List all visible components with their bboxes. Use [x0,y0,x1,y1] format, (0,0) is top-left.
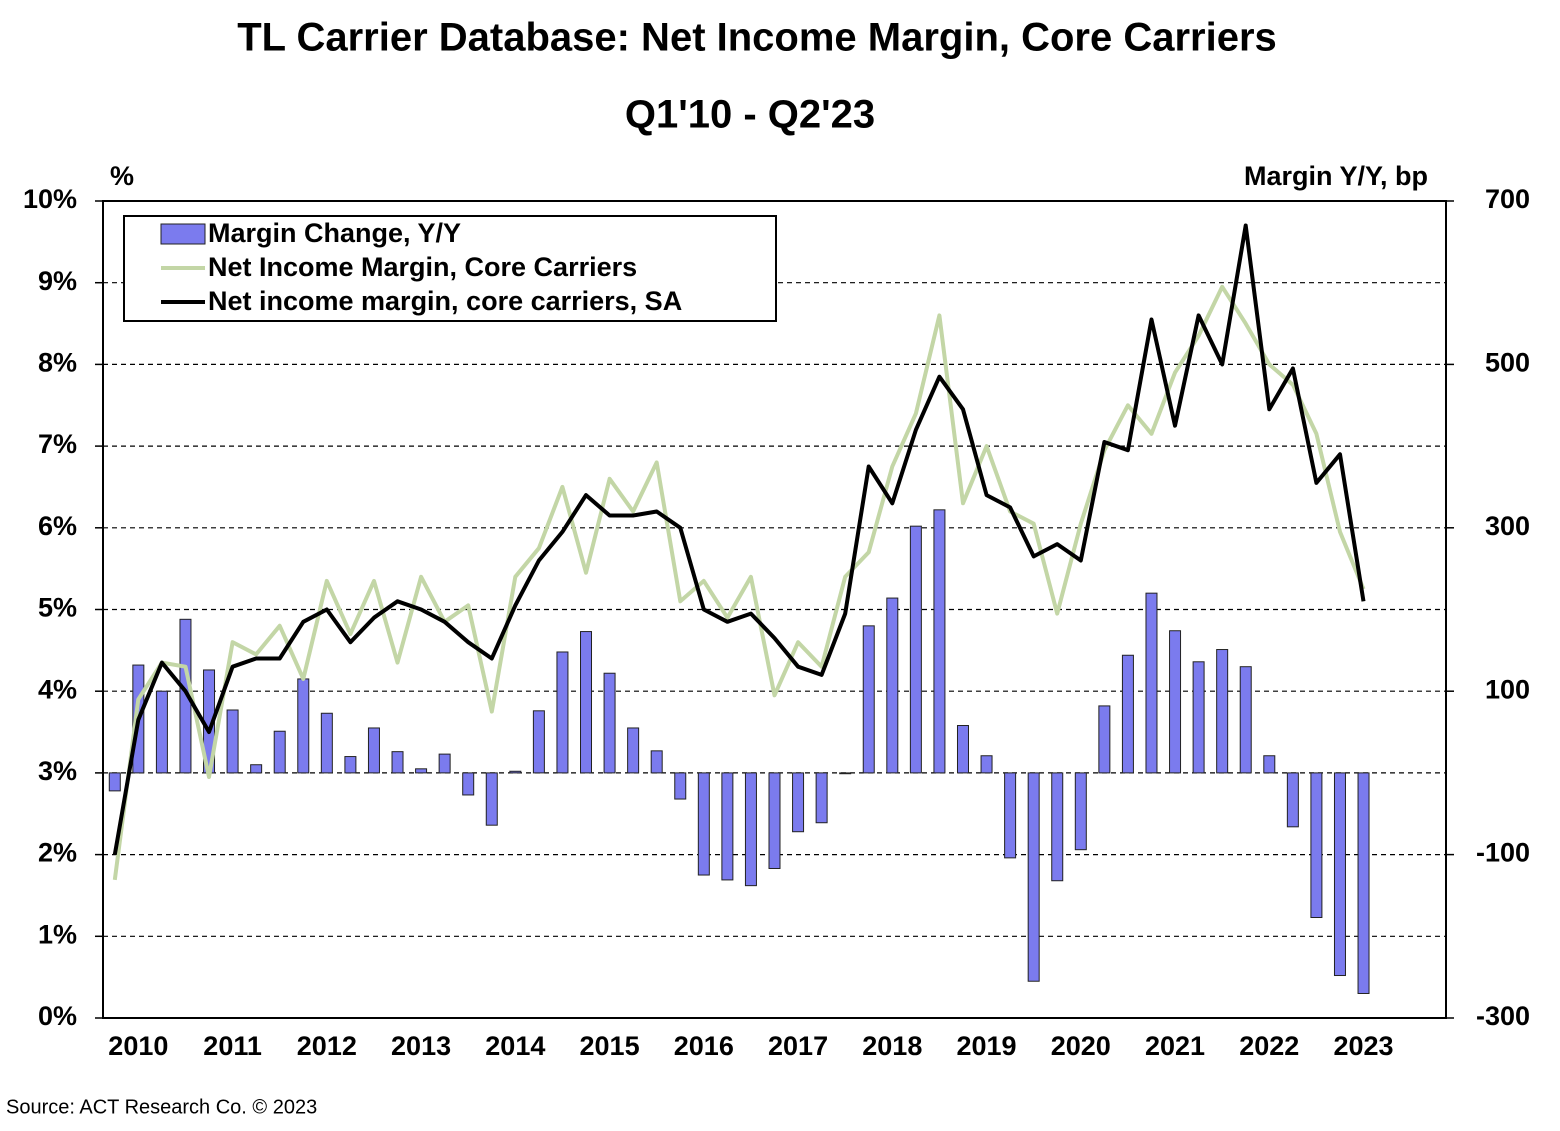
bar [980,755,993,774]
bar [1169,630,1182,774]
x-tick-label: 2016 [674,1031,734,1061]
y-tick-label: 10% [23,184,77,214]
bar [1074,772,1087,851]
y-axis-label: % [110,161,134,191]
source-note: Source: ACT Research Co. © 2023 [6,1096,317,1118]
y2-tick-label: -100 [1476,838,1530,868]
bar [1121,654,1134,774]
bar [108,772,121,792]
bar [1357,772,1370,994]
y-tick-label: 5% [38,593,77,623]
bar [344,756,357,774]
legend-box [123,215,777,322]
bar [155,690,168,774]
x-tick-label: 2017 [768,1031,828,1061]
bar [485,772,498,826]
y-tick-label: 3% [38,756,77,786]
y2-tick-label: 100 [1485,674,1530,704]
legend-label: Margin Change, Y/Y [208,218,461,248]
line [112,223,1366,855]
line [112,284,1366,881]
y2-tick-label: -300 [1476,1001,1530,1031]
bar [721,772,734,881]
bar [320,712,333,774]
y2-axis-label: Margin Y/Y, bp [1244,161,1428,191]
x-tick-label: 2022 [1239,1031,1299,1061]
bar [226,709,239,774]
bar [744,772,757,887]
bar [438,753,451,774]
bar [1216,649,1229,774]
bar [1027,772,1040,982]
y-tick-label: 2% [38,838,77,868]
x-tick-label: 2018 [862,1031,922,1061]
x-tick-label: 2023 [1333,1031,1393,1061]
plot-frame [102,200,1447,1019]
y-tick-label: 1% [38,919,77,949]
bar [933,509,946,774]
legend-label: Net Income Margin, Core Carriers [208,252,637,282]
bar [1192,661,1205,774]
y-tick-label: 9% [38,266,77,296]
bar [415,768,428,774]
bar [580,631,593,774]
bar [792,772,805,833]
bar [627,727,640,774]
bar [886,597,899,774]
y-tick-label: 4% [38,674,77,704]
x-tick-label: 2021 [1145,1031,1205,1061]
y-tick-label: 8% [38,348,77,378]
bar [768,772,781,869]
y2-tick-label: 500 [1485,348,1530,378]
bar [1263,755,1276,774]
bar [697,772,710,876]
bar [1239,666,1252,774]
legend-label: Net income margin, core carriers, SA [208,286,682,316]
bar [532,710,545,774]
bar [815,772,828,824]
bar [250,764,263,774]
bar [391,751,404,774]
bar [1051,772,1064,882]
bar [273,730,286,774]
bar [1286,772,1299,828]
bar [1145,592,1158,774]
legend-swatch [160,223,206,245]
bar [839,772,852,775]
y-tick-label: 6% [38,511,77,541]
bar [603,672,616,774]
x-tick-label: 2020 [1051,1031,1111,1061]
bar [1333,772,1346,977]
x-tick-label: 2011 [203,1031,262,1061]
x-tick-label: 2019 [957,1031,1017,1061]
bar [367,727,380,774]
bar [909,525,922,774]
y-tick-label: 0% [38,1001,77,1031]
bar [509,770,522,774]
bar [1004,772,1017,859]
x-tick-label: 2010 [108,1031,168,1061]
y2-tick-label: 300 [1485,511,1530,541]
bar [674,772,687,800]
chart-subtitle: Q1'10 - Q2'23 [625,93,875,137]
x-tick-label: 2013 [391,1031,451,1061]
y-tick-label: 7% [38,429,77,459]
bar [650,750,663,774]
bar [1098,705,1111,774]
bar [862,625,875,774]
bar [462,772,475,796]
x-tick-label: 2012 [297,1031,357,1061]
bar [556,651,569,774]
bar [956,725,969,774]
x-tick-label: 2015 [580,1031,640,1061]
bar [297,678,310,774]
chart-title: TL Carrier Database: Net Income Margin, … [237,16,1277,60]
x-tick-label: 2014 [485,1031,545,1061]
y2-tick-label: 700 [1485,184,1530,214]
bar [1310,772,1323,919]
